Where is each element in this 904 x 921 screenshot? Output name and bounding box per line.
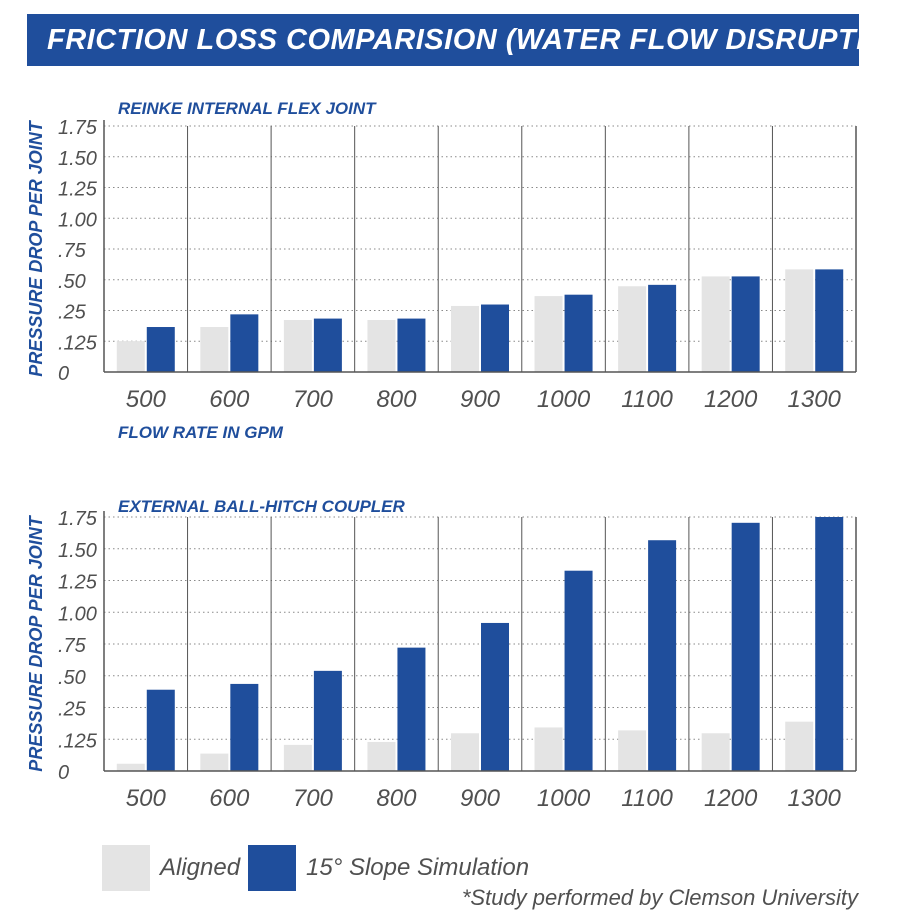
y-tick-label: 1.25: [58, 572, 98, 594]
bar-aligned: [701, 733, 730, 771]
y-tick-label: .75: [58, 635, 87, 657]
x-tick-label: 500: [126, 785, 167, 812]
chart-1: REINKE INTERNAL FLEX JOINT PRESSURE DROP …: [26, 99, 857, 442]
bar-aligned: [283, 319, 312, 372]
bar-aligned: [701, 276, 730, 372]
chart-2: EXTERNAL BALL-HITCH COUPLER PRESSURE DROP…: [26, 497, 857, 812]
y-tick-label: 1.50: [58, 148, 97, 170]
bar-slope: [731, 276, 760, 372]
bar-slope: [146, 327, 175, 372]
bar-slope: [313, 670, 342, 771]
x-tick-label: 600: [209, 785, 250, 812]
y-tick-label: .50: [58, 271, 86, 293]
y-tick-label: .50: [58, 667, 86, 689]
y-tick-label: .75: [58, 240, 87, 262]
study-footnote: *Study performed by Clemson University: [461, 885, 858, 910]
x-tick-label: 1100: [621, 386, 673, 413]
page-title: FRICTION LOSS COMPARISION (WATER FLOW DI…: [47, 24, 904, 56]
y-tick-label: 1.00: [58, 603, 97, 625]
bar-slope: [481, 622, 509, 771]
bar-aligned: [116, 763, 145, 771]
y-tick-label: .25: [58, 699, 87, 721]
x-tick-label: 1200: [704, 785, 758, 812]
bar-slope: [564, 294, 593, 372]
bar-slope: [731, 522, 760, 771]
bar-slope: [815, 517, 844, 771]
bar-slope: [146, 689, 175, 771]
bar-aligned: [534, 727, 563, 771]
bar-aligned: [618, 730, 647, 771]
x-tick-label: 1300: [788, 785, 842, 812]
y-tick-label: .125: [58, 332, 98, 354]
title-banner: FRICTION LOSS COMPARISION (WATER FLOW DI…: [27, 14, 904, 66]
y-tick-label: 1.25: [58, 179, 98, 201]
bar-aligned: [618, 286, 647, 372]
bar-slope: [648, 540, 677, 771]
bar-aligned: [785, 721, 814, 771]
bar-aligned: [451, 305, 479, 372]
x-tick-label: 900: [460, 785, 501, 812]
bar-slope: [564, 570, 593, 771]
bar-slope: [313, 318, 342, 372]
bar-slope: [815, 269, 844, 372]
bar-aligned: [451, 733, 479, 771]
bar-aligned: [367, 741, 396, 771]
x-tick-label: 500: [126, 386, 167, 413]
y-tick-label: .25: [58, 302, 87, 324]
bar-slope: [397, 318, 426, 372]
bar-aligned: [785, 269, 814, 372]
bar-aligned: [116, 341, 145, 372]
x-tick-label: 1000: [537, 785, 591, 812]
bar-slope: [230, 314, 259, 372]
x-axis-label: FLOW RATE IN GPM: [118, 423, 284, 442]
x-tick-label: 700: [293, 386, 334, 413]
bar-aligned: [534, 296, 563, 372]
y-axis-label: PRESSURE DROP PER JOINT: [26, 119, 46, 376]
y-tick-label: 1.75: [58, 508, 98, 530]
y-tick-label: .125: [58, 730, 98, 752]
y-tick-label: 0: [58, 762, 69, 784]
bar-aligned: [200, 327, 229, 372]
x-tick-label: 1200: [704, 386, 758, 413]
bar-slope: [481, 304, 509, 372]
chart-title: REINKE INTERNAL FLEX JOINT: [118, 99, 377, 118]
chart-title: EXTERNAL BALL-HITCH COUPLER: [118, 497, 406, 516]
y-tick-label: 1.50: [58, 540, 97, 562]
bar-slope: [230, 683, 259, 771]
bar-slope: [648, 284, 677, 372]
x-tick-label: 1000: [537, 386, 591, 413]
bar-aligned: [200, 753, 229, 771]
x-tick-label: 1100: [621, 785, 673, 812]
bar-aligned: [283, 744, 312, 771]
y-tick-label: 1.00: [58, 209, 97, 231]
x-tick-label: 800: [376, 785, 417, 812]
y-tick-label: 0: [58, 363, 69, 385]
bar-slope: [397, 647, 426, 771]
y-tick-label: 1.75: [58, 117, 98, 139]
x-tick-label: 600: [209, 386, 250, 413]
x-tick-label: 700: [293, 785, 334, 812]
x-tick-label: 1300: [788, 386, 842, 413]
x-tick-label: 800: [376, 386, 417, 413]
x-tick-label: 900: [460, 386, 501, 413]
y-axis-label: PRESSURE DROP PER JOINT: [26, 514, 46, 771]
bar-aligned: [367, 319, 396, 372]
